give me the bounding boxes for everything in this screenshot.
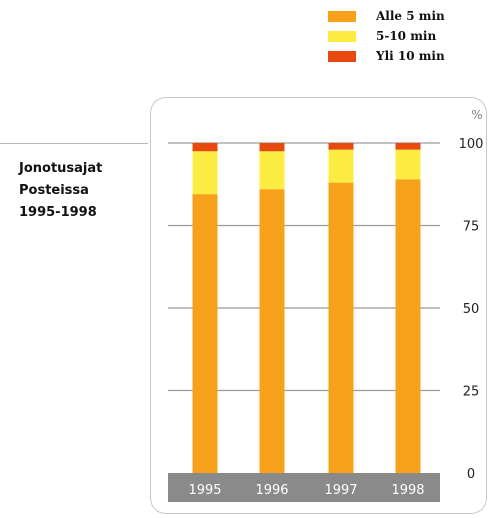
y-tick-label: 0 (467, 467, 475, 482)
legend-swatch (328, 10, 356, 22)
bar-segment (395, 149, 421, 180)
x-tick-label: 1997 (324, 483, 357, 498)
bar-segment (328, 143, 354, 150)
y-tick-label: 50 (463, 302, 480, 317)
y-tick-label: 25 (463, 385, 480, 400)
y-tick-label: 100 (459, 137, 484, 152)
bar-segment (259, 143, 285, 152)
legend-swatch (328, 50, 356, 62)
bar-segment (192, 194, 218, 473)
bar-segment (192, 143, 218, 152)
x-tick-label: 1995 (188, 483, 221, 498)
category-band (168, 473, 440, 502)
chart-title-line: Posteissa (19, 183, 89, 198)
bar-segment (328, 182, 354, 473)
bar-segment (259, 189, 285, 473)
chart-title-line: 1995-1998 (19, 205, 97, 220)
chart-legend: Alle 5 min 5-10 min Yli 10 min (328, 6, 445, 66)
legend-label: Yli 10 min (376, 49, 445, 63)
x-tick-label: 1996 (255, 483, 288, 498)
bar-segment (192, 151, 218, 195)
legend-item-yli-10-min: Yli 10 min (328, 46, 445, 66)
legend-label: Alle 5 min (376, 9, 445, 23)
y-unit-label: % (471, 108, 482, 122)
bar-segment (328, 149, 354, 183)
legend-item-alle-5-min: Alle 5 min (328, 6, 445, 26)
bar-segment (259, 151, 285, 190)
legend-swatch (328, 30, 356, 42)
chart-title-line: Jonotusajat (19, 161, 103, 176)
title-divider (0, 143, 148, 144)
bar-segment (395, 143, 421, 150)
chart-title: Jonotusajat Posteissa 1995-1998 (19, 158, 102, 224)
x-tick-label: 1998 (391, 483, 424, 498)
legend-label: 5-10 min (376, 29, 437, 43)
bar-segment (395, 179, 421, 474)
legend-item-5-10-min: 5-10 min (328, 26, 445, 46)
y-tick-label: 75 (463, 220, 480, 235)
